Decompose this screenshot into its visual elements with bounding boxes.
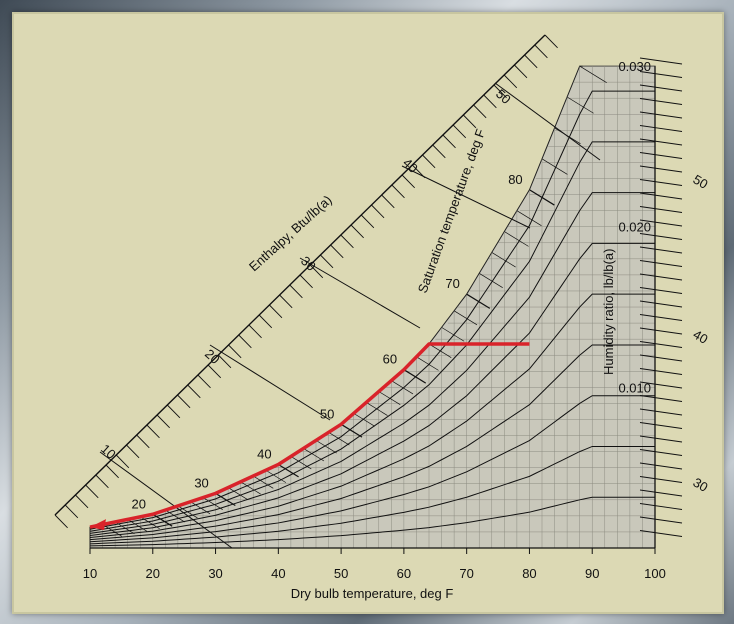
- y-tick-label: 0.030: [618, 59, 651, 74]
- saturation-tick-label: 20: [132, 496, 146, 511]
- enthalpy-tick-label: 40: [400, 155, 421, 176]
- chart-marks: 10 20 30 40 50 60 70 80 90 100 0.010 0.020 0.030 20 30…: [83, 59, 711, 581]
- saturation-tick-label: 70: [445, 276, 459, 291]
- process-arrowhead: [90, 519, 106, 531]
- enthalpy-tick-label: 10: [98, 441, 119, 462]
- y-axis-label: Humidity ratio, lb/lb(a): [601, 249, 616, 375]
- right-scale-tick-label: 30: [691, 475, 711, 495]
- enthalpy-tick-label: 20: [202, 346, 223, 367]
- x-tick-label: 70: [459, 566, 473, 581]
- x-tick-label: 20: [146, 566, 160, 581]
- x-tick-label: 100: [644, 566, 666, 581]
- x-tick-label: 90: [585, 566, 599, 581]
- x-tick-label: 40: [271, 566, 285, 581]
- right-scale-tick-label: 40: [691, 327, 711, 347]
- x-axis-label: Dry bulb temperature, deg F: [291, 586, 454, 601]
- x-tick-label: 50: [334, 566, 348, 581]
- enthalpy-tick-label: 50: [493, 86, 514, 107]
- y-tick-label: 0.020: [618, 220, 651, 235]
- right-scale-tick-label: 50: [691, 172, 711, 192]
- x-tick-label: 10: [83, 566, 97, 581]
- x-tick-label: 30: [208, 566, 222, 581]
- saturation-tick-label: 80: [508, 172, 522, 187]
- saturation-tick-label: 60: [383, 352, 397, 367]
- chart-grid: [54, 34, 683, 549]
- saturation-tick-label: 50: [320, 406, 334, 421]
- enthalpy-axis-label: Enthalpy, Btu/lb(a): [246, 192, 335, 274]
- y-tick-label: 0.010: [618, 380, 651, 395]
- saturation-tick-label: 30: [194, 475, 208, 490]
- process-path: [89, 342, 530, 529]
- x-tick-label: 80: [522, 566, 536, 581]
- x-tick-label: 60: [397, 566, 411, 581]
- saturation-tick-label: 40: [257, 446, 271, 461]
